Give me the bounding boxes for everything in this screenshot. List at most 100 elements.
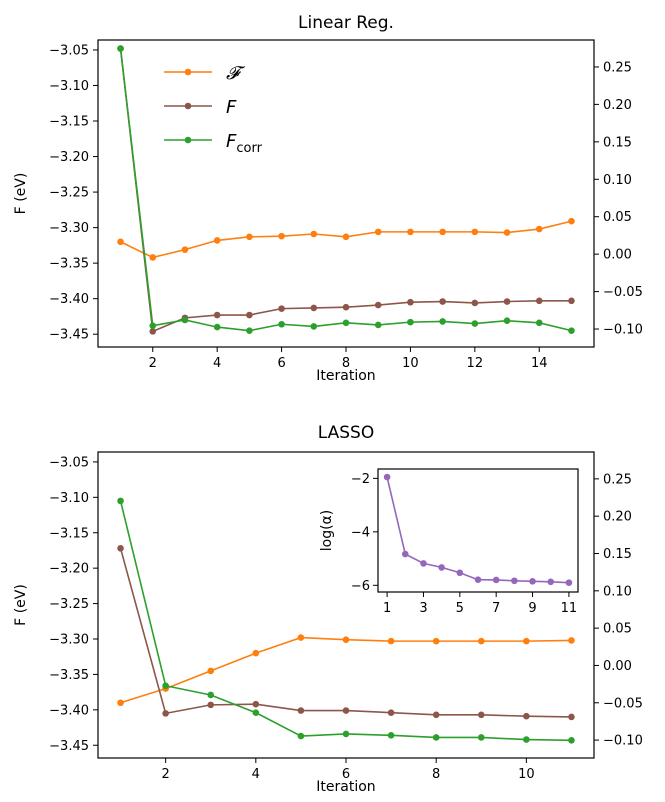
data-point xyxy=(207,667,215,675)
panel-1: Linear Reg. 2 4 6 8 10 12 14 Iteration −3.05 −3.10… xyxy=(13,13,643,384)
legend-swatch-marker xyxy=(184,102,192,110)
inset-y-tick-label: −6 xyxy=(351,579,370,594)
x-tick-label: 8 xyxy=(342,356,350,371)
data-point xyxy=(471,299,479,307)
data-point xyxy=(162,682,169,690)
x-axis-label: Iteration xyxy=(316,368,375,384)
x-tick-label: 6 xyxy=(277,356,285,371)
inset-x-tick-label: 7 xyxy=(492,601,500,616)
data-point xyxy=(207,701,215,709)
y2-tick-label: 0.10 xyxy=(603,173,632,188)
y-axis-label: F (eV) xyxy=(13,173,29,215)
data-point xyxy=(568,736,575,744)
series-2 xyxy=(117,545,575,721)
y2-tick-label: 0.15 xyxy=(603,135,632,150)
data-point xyxy=(117,497,124,505)
y-tick-label: −3.05 xyxy=(49,455,89,470)
data-point xyxy=(471,228,479,236)
chart-title: Linear Reg. xyxy=(298,13,394,33)
data-point xyxy=(246,327,253,334)
data-point xyxy=(342,636,350,644)
x-tick-label: 6 xyxy=(342,767,350,782)
x-tick-label: 4 xyxy=(252,767,260,782)
x-tick-label: 10 xyxy=(402,356,419,371)
inset-y-tick-label: −4 xyxy=(351,525,370,540)
data-point xyxy=(117,699,124,707)
y-tick-label: −3.10 xyxy=(49,79,89,94)
y-tick-label: −3.05 xyxy=(49,43,89,58)
data-point xyxy=(117,238,124,246)
data-point xyxy=(117,545,124,552)
inset-x-tick-label: 3 xyxy=(419,601,427,616)
data-point xyxy=(387,637,395,645)
y-tick-label: −3.25 xyxy=(49,186,89,201)
data-point xyxy=(568,637,575,644)
inset-data-point xyxy=(456,569,464,577)
data-point xyxy=(246,233,253,241)
inset-data-point xyxy=(547,578,555,586)
data-point xyxy=(523,712,530,720)
y2-tick-label: 0.00 xyxy=(603,659,632,674)
data-point xyxy=(213,311,221,319)
data-point xyxy=(523,736,530,743)
data-point xyxy=(568,297,575,305)
y-tick-label: −3.35 xyxy=(49,257,89,272)
y2-tick-label: 0.20 xyxy=(603,98,632,113)
panel-2: LASSO 2 4 6 8 10 Iteration −3.05 −3.10 −3.15 −3.20… xyxy=(13,423,643,795)
y2-tick-label: −0.10 xyxy=(603,734,643,749)
inset-data-point xyxy=(383,473,391,481)
data-point xyxy=(252,649,260,657)
y-tick-label: −3.15 xyxy=(49,115,89,130)
data-point xyxy=(149,254,157,261)
data-point xyxy=(439,228,446,236)
y2-tick-label: 0.10 xyxy=(603,584,632,599)
series-3 xyxy=(117,45,575,334)
y-tick-label: −3.20 xyxy=(49,150,89,165)
x-tick-label: 10 xyxy=(518,767,535,782)
inset-frame xyxy=(377,468,579,593)
legend-swatch-marker xyxy=(184,68,192,76)
legend-label-subscript: corr xyxy=(236,141,262,156)
data-point xyxy=(117,45,124,52)
y-tick-label: −3.40 xyxy=(49,703,89,718)
y-tick-label: −3.40 xyxy=(49,292,89,307)
data-point xyxy=(471,320,479,327)
y-tick-label: −3.20 xyxy=(49,562,89,577)
data-point xyxy=(432,637,440,645)
inset-data-point xyxy=(529,578,536,585)
data-point xyxy=(297,707,305,714)
data-point xyxy=(374,301,382,309)
y2-tick-label: 0.15 xyxy=(603,547,632,562)
data-point xyxy=(477,637,485,645)
series-line xyxy=(119,48,572,333)
data-point xyxy=(342,233,350,241)
series-1 xyxy=(117,634,575,707)
inset-chart: 1 3 5 7 9 11 −2 −4 −6 log(α) xyxy=(319,468,579,616)
legend: 𝓕F Fcorr xyxy=(164,63,263,156)
data-point xyxy=(407,298,414,306)
data-point xyxy=(407,318,414,326)
data-point xyxy=(278,232,285,240)
y2-tick-label: 0.20 xyxy=(603,510,632,525)
data-point xyxy=(535,319,543,327)
inset-x-tick-label: 11 xyxy=(561,601,578,616)
series-line xyxy=(119,48,572,332)
legend-swatch-marker xyxy=(184,136,192,144)
inset-data-point xyxy=(438,564,445,571)
data-point xyxy=(523,637,530,645)
data-point xyxy=(503,317,511,325)
legend-label: F xyxy=(226,97,237,118)
data-point xyxy=(439,298,446,305)
y-tick-label: −3.25 xyxy=(49,597,89,612)
y-tick-label: −3.45 xyxy=(49,328,89,343)
y2-tick-label: 0.25 xyxy=(603,60,632,75)
x-tick-label: 8 xyxy=(432,767,440,782)
inset-data-point xyxy=(420,560,427,567)
data-point xyxy=(535,297,543,305)
data-point xyxy=(503,298,511,305)
data-point xyxy=(568,327,575,334)
x-tick-label: 12 xyxy=(467,356,484,371)
data-point xyxy=(213,237,221,244)
chart-title: LASSO xyxy=(318,423,374,443)
y-tick-label: −3.10 xyxy=(49,491,89,506)
